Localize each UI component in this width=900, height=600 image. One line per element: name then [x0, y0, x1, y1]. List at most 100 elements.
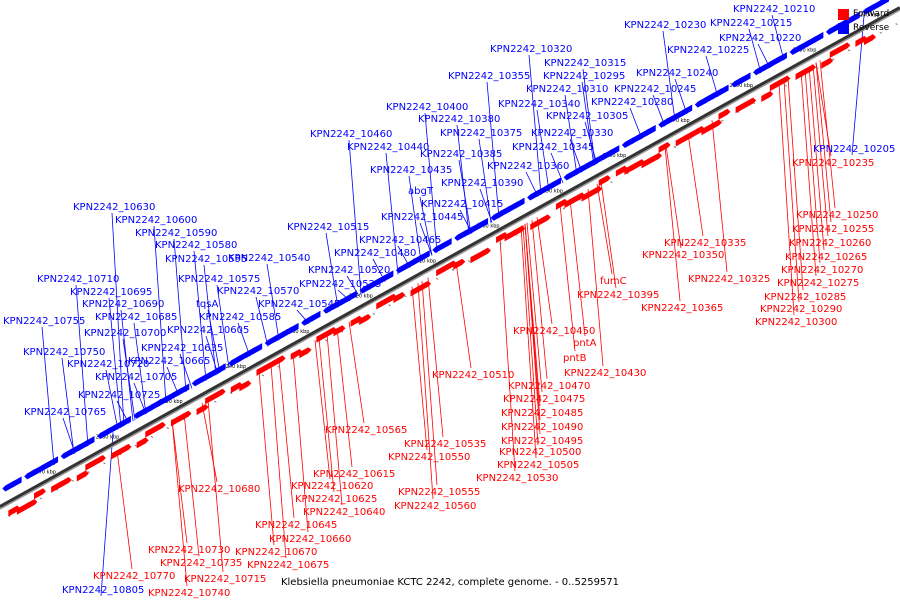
leader-line: [108, 297, 122, 428]
forward-gene: [863, 34, 876, 46]
leader-line: [255, 296, 269, 347]
reverse-gene-label: KPN2242_10345: [512, 142, 594, 153]
leader-line: [564, 94, 578, 176]
leader-line: [804, 68, 821, 264]
leader-line: [808, 66, 825, 251]
leader-line: [587, 188, 604, 367]
ruler-tick-label: 2140 kbp: [856, 13, 880, 19]
leader-line: [569, 198, 586, 337]
label-leader-lines: [41, 14, 865, 597]
forward-gene-label: KPN2242_10335: [664, 238, 746, 249]
forward-gene: [795, 69, 808, 81]
leader-line: [193, 250, 207, 381]
forward-gene: [93, 455, 106, 467]
forward-gene: [436, 265, 449, 277]
reverse-gene-label: KPN2242_10575: [178, 274, 260, 285]
forward-gene-label: KPN2242_10475: [503, 394, 585, 405]
forward-gene: [555, 198, 568, 210]
forward-gene: [821, 57, 834, 69]
forward-gene: [230, 382, 243, 394]
ruler-minor-tick: [166, 427, 170, 430]
ruler-tick-label: 2250 kbp: [159, 399, 183, 405]
forward-gene-label: KPN2242_10675: [247, 560, 329, 571]
forward-gene-label: KPN2242_10300: [755, 317, 837, 328]
reverse-gene-label: KPN2242_10440: [347, 142, 429, 153]
leader-line: [851, 15, 865, 156]
leader-line: [216, 284, 230, 369]
leader-line: [600, 181, 617, 289]
reverse-gene-label: KPN2242_10315: [544, 58, 626, 69]
ruler-tick-label: 2270 kbp: [32, 469, 56, 475]
leader-line: [171, 419, 188, 587]
leader-line: [258, 371, 275, 546]
ruler-minor-tick: [467, 260, 471, 263]
ruler-minor-tick: [832, 58, 835, 61]
ruler-minor-tick: [71, 479, 74, 482]
leader-line: [815, 62, 832, 223]
forward-gene-label: KPN2242_10770: [93, 571, 175, 582]
ruler-minor-tick: [784, 84, 787, 87]
forward-gene-label: KPN2242_10255: [792, 224, 874, 235]
reverse-gene: [60, 448, 73, 460]
forward-gene: [324, 326, 337, 338]
leader-line: [478, 138, 492, 223]
forward-gene: [59, 477, 72, 489]
leader-line: [292, 352, 309, 533]
leader-line: [411, 286, 428, 451]
reverse-gene-label: KPN2242_10375: [440, 128, 522, 139]
forward-gene: [709, 119, 722, 131]
ruler-minor-tick: [229, 392, 233, 394]
ruler-minor-tick: [435, 277, 439, 280]
gene-labels: KPN2242_10210 KPN2242_10230 KPN2242_10215 K…: [3, 4, 895, 599]
ruler-tick-label: 2180 kbp: [603, 153, 627, 159]
leader-line: [326, 333, 343, 506]
ruler-minor-tick: [721, 119, 724, 122]
forward-gene-label: KPN2242_10715: [184, 574, 266, 585]
reverse-gene: [359, 282, 372, 294]
leader-line: [800, 70, 817, 277]
forward-gene: [769, 80, 782, 92]
forward-gene-label: KPN2242_10260: [789, 238, 871, 249]
forward-gene-label: KPN2242_10350: [642, 250, 724, 261]
forward-gene-label: fumC: [600, 276, 627, 287]
reverse-gene: [264, 335, 277, 347]
ruler-tick-label: 2150 kbp: [793, 48, 817, 54]
reverse-gene-label: KPN2242_10355: [448, 71, 530, 82]
reverse-gene: [133, 407, 146, 419]
leader-line: [536, 109, 550, 191]
reverse-gene-label: KPN2242_10585: [199, 312, 281, 323]
ruler-tick-label: 2160 kbp: [730, 83, 754, 89]
leader-line: [419, 222, 433, 256]
reverse-gene: [228, 355, 241, 367]
reverse-gene-label: KPN2242_10205: [813, 144, 895, 155]
forward-gene: [410, 285, 423, 297]
leader-line: [787, 78, 804, 291]
ruler-minor-tick: [261, 374, 265, 377]
ruler-minor-tick: [499, 242, 502, 245]
reverse-gene-label: KPN2242_10480: [334, 248, 416, 259]
reverse-gene-label: KPN2242_10545: [258, 299, 340, 310]
leader-line: [266, 263, 280, 341]
reverse-gene-label: KPN2242_10310: [526, 84, 608, 95]
genome-backbone: [0, 6, 900, 510]
ruler-minor-tick: [325, 339, 328, 342]
reverse-gene: [454, 229, 467, 241]
ruler-minor-tick: [39, 497, 43, 500]
reverse-gene-label: KPN2242_10215: [710, 18, 792, 29]
ruler-minor-tick: [214, 400, 217, 403]
forward-gene: [419, 280, 432, 292]
ruler-tick-label: 2230 kbp: [286, 329, 310, 335]
leader-line: [153, 225, 167, 403]
reverse-gene-label: KPN2242_10570: [217, 286, 299, 297]
forward-gene-label: KPN2242_10565: [325, 425, 407, 436]
forward-gene: [675, 135, 688, 147]
leader-line: [596, 183, 613, 275]
forward-gene-label: KPN2242_10275: [777, 278, 859, 289]
reverse-gene-label: KPN2242_10445: [381, 212, 463, 223]
leader-line: [455, 262, 472, 369]
leader-line: [705, 55, 719, 98]
leader-line: [201, 402, 218, 483]
forward-gene-label: KPN2242_10235: [792, 158, 874, 169]
reverse-gene-label: KPN2242_10340: [498, 99, 580, 110]
reverse-gene-label: KPN2242_10415: [421, 199, 503, 210]
